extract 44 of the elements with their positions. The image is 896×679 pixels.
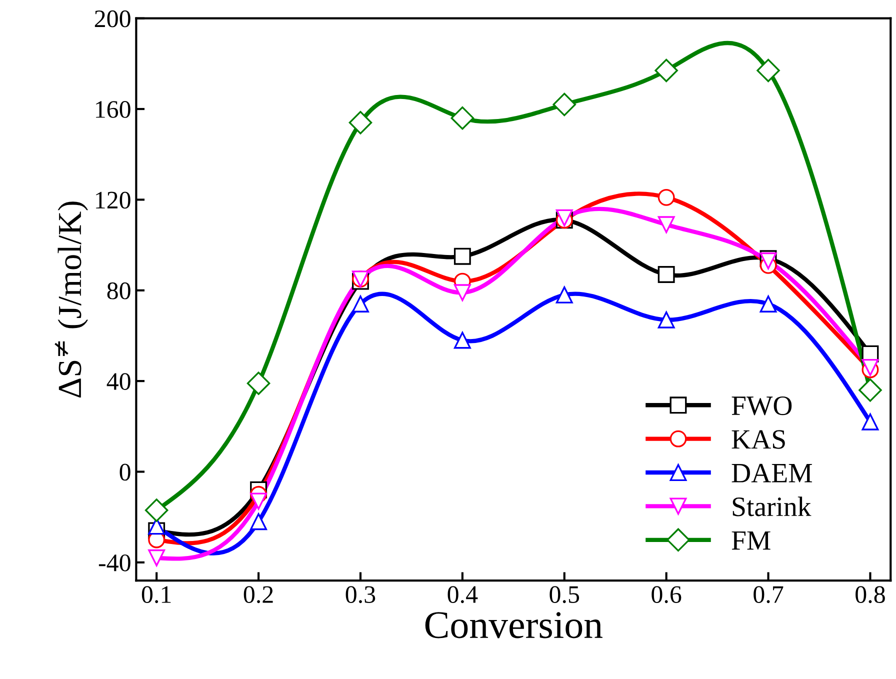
point [454,332,471,349]
y-tick-label: 120 [96,192,130,209]
x-tick-label: 0.2 [244,586,273,604]
point [658,311,675,328]
point [454,284,471,302]
point [658,216,675,234]
y-axis-title: ΔS$^{≠}$ (J/mol/K) [54,202,88,398]
point [148,549,166,566]
y-tick-label: 160 [96,101,130,118]
y-tick-label: 200 [94,10,130,28]
y-tick-label: 0 [120,464,130,481]
y-tick-label: -40 [98,554,130,572]
point [658,188,675,206]
x-tick-label: 0.8 [856,586,885,604]
legend-label: KAS [732,430,785,449]
point [756,58,780,82]
point [450,106,474,130]
point [250,513,268,530]
x-tick-label: 0.1 [142,586,171,604]
point [246,372,270,395]
legend-label: FM [732,531,770,550]
point [552,92,576,116]
point [760,296,777,312]
x-tick-label: 0.3 [346,586,376,604]
x-tick-label: 0.7 [754,586,784,604]
point [454,248,471,265]
point [654,58,678,82]
point [858,378,882,402]
x-tick-label: 0.5 [550,586,580,604]
point [348,110,372,134]
point [556,286,573,304]
point [352,296,369,312]
point [144,498,168,522]
y-tick-label: 40 [106,373,130,390]
legend-label: DAEM [732,464,812,482]
point [250,492,268,510]
x-tick-label: 0.6 [652,586,682,604]
legend-label: Starink [732,496,812,516]
legend-label: FWO [732,396,792,416]
x-axis-title: Conversion [425,612,602,638]
point [658,266,675,283]
y-tick-label: 80 [107,282,130,300]
x-tick-label: 0.4 [448,586,478,604]
point [862,413,879,430]
